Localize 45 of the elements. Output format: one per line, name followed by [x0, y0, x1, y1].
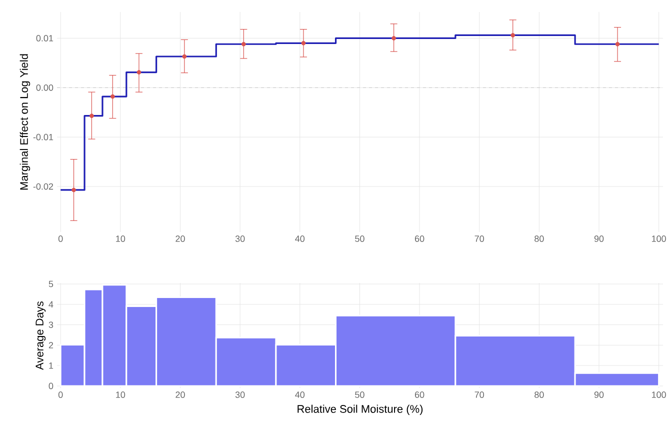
x-tick-label: 50	[355, 236, 364, 242]
x-tick-label: 70	[474, 236, 484, 242]
x-tick-label: 20	[176, 236, 185, 242]
point	[241, 42, 246, 46]
x-tick-label: 70	[474, 392, 484, 398]
x-tick-label: 80	[534, 236, 544, 242]
y-axis-title: Marginal Effect on Log Yield	[20, 54, 30, 190]
x-tick-label: 20	[176, 392, 185, 398]
point	[615, 42, 620, 46]
point	[182, 54, 187, 59]
x-tick-label: 0	[58, 392, 63, 398]
x-tick-label: 0	[58, 236, 63, 242]
point	[72, 188, 76, 192]
y-tick-label: 1	[49, 362, 54, 369]
x-tick-label: 10	[116, 236, 126, 242]
y-tick-label: 2	[48, 342, 54, 348]
x-tick-label: 90	[594, 236, 604, 242]
x-tick-label: 80	[534, 392, 544, 398]
y-tick-label: 5	[48, 280, 54, 288]
point	[90, 114, 94, 118]
y-tick-label: -0.02	[33, 183, 54, 190]
point	[510, 33, 516, 38]
point	[136, 70, 142, 75]
x-tick-label: 30	[235, 236, 245, 242]
y-axis-title: Average Days	[36, 301, 46, 370]
x-tick-label: 50	[355, 392, 364, 398]
x-tick-label: 100	[652, 392, 666, 398]
y-tick-label: 0.01	[36, 35, 54, 42]
point	[301, 40, 306, 46]
point	[392, 36, 396, 40]
x-tick-label: 60	[414, 392, 424, 398]
x-tick-label: 40	[295, 392, 305, 398]
x-tick-label: 30	[235, 392, 245, 398]
x-axis-title: Relative Soil Moisture (%)	[298, 404, 423, 415]
x-tick-label: 100	[652, 236, 666, 242]
y-tick-label: -0.01	[33, 134, 54, 140]
y-tick-label: 0	[48, 382, 54, 390]
x-tick-label: 90	[594, 392, 604, 398]
x-tick-label: 40	[295, 236, 305, 242]
point	[110, 94, 115, 99]
x-tick-label: 10	[116, 392, 126, 398]
x-tick-label: 60	[414, 236, 424, 242]
y-tick-label: 4	[48, 301, 54, 308]
y-tick-label: 3	[48, 322, 54, 328]
y-tick-label: 0.00	[36, 84, 54, 91]
